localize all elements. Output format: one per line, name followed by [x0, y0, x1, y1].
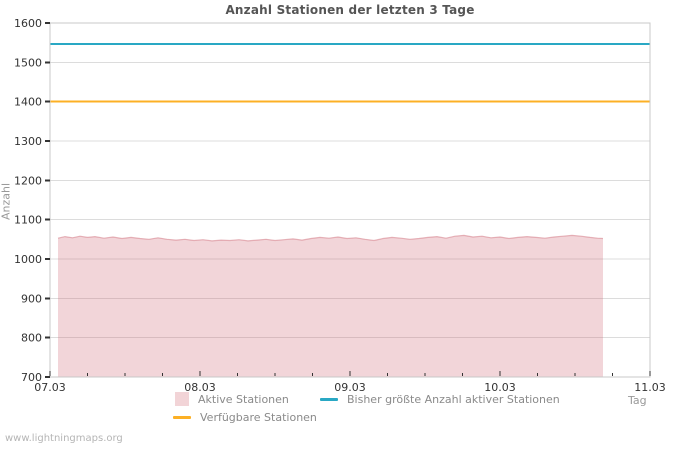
- active-stations-area: [58, 235, 603, 377]
- x-tick-label: 11.03: [634, 381, 666, 394]
- legend-label-available-stations: Verfügbare Stationen: [200, 410, 317, 424]
- legend-item-active-stations: Aktive Stationen: [175, 392, 289, 406]
- y-tick-label: 1000: [14, 253, 42, 266]
- y-tick-label: 1300: [14, 135, 42, 148]
- y-tick-label: 800: [21, 332, 42, 345]
- x-tick-label: 07.03: [34, 381, 66, 394]
- y-tick-label: 1600: [14, 17, 42, 30]
- x-tick-label: 09.03: [334, 381, 366, 394]
- watermark: www.lightningmaps.org: [5, 433, 123, 444]
- line-swatch-icon: [320, 397, 338, 401]
- area-swatch-icon: [175, 392, 189, 406]
- y-tick-label: 900: [21, 292, 42, 305]
- line-swatch-icon: [173, 415, 191, 419]
- y-axis-title: Anzahl: [0, 182, 13, 221]
- y-tick-label: 700: [21, 371, 42, 384]
- plot-border: [49, 22, 651, 378]
- active-stations-area-edge: [57, 234, 604, 242]
- y-tick-label: 1100: [14, 214, 42, 227]
- legend-label-record-stations: Bisher größte Anzahl aktiver Stationen: [347, 392, 560, 406]
- x-tick-label: 08.03: [184, 381, 216, 394]
- legend-label-active-stations: Aktive Stationen: [198, 392, 289, 406]
- chart-title: Anzahl Stationen der letzten 3 Tage: [225, 3, 475, 17]
- y-tick-label: 1400: [14, 96, 42, 109]
- legend-item-record-stations: Bisher größte Anzahl aktiver Stationen: [320, 392, 560, 406]
- y-tick-label: 1200: [14, 174, 42, 187]
- legend-item-available-stations: Verfügbare Stationen: [173, 410, 317, 424]
- x-axis-title: Tag: [628, 394, 647, 407]
- y-tick-label: 1500: [14, 56, 42, 69]
- x-tick-label: 10.03: [484, 381, 516, 394]
